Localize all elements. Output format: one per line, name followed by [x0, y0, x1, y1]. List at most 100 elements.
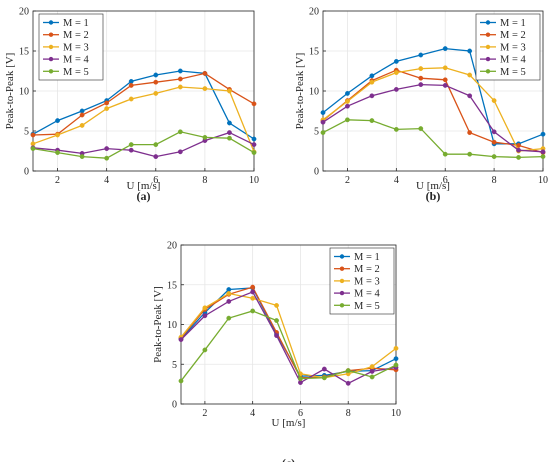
series-line-m5	[32, 131, 255, 159]
series-line-m4	[322, 83, 544, 153]
data-point	[128, 142, 134, 148]
legend-label: M = 4	[63, 55, 90, 66]
x-tick-label: 4	[250, 408, 255, 419]
legend-label: M = 4	[354, 289, 381, 300]
data-point	[320, 110, 326, 116]
data-point	[491, 154, 497, 160]
data-point	[369, 118, 375, 124]
legend-label: M = 3	[500, 42, 526, 53]
y-axis-label: Peak-to-Peak [V]	[4, 53, 16, 130]
data-point	[153, 91, 159, 96]
data-point	[55, 132, 60, 138]
y-tick-label: 20	[309, 7, 319, 18]
data-point	[393, 70, 399, 76]
series-line-m5	[322, 119, 544, 159]
data-point	[79, 112, 85, 118]
data-point	[516, 147, 521, 153]
data-point	[274, 303, 279, 308]
legend-swatch-marker	[48, 56, 54, 62]
data-point	[418, 52, 424, 58]
data-point	[321, 366, 327, 372]
legend-swatch-marker	[339, 303, 345, 308]
x-tick-label: 6	[153, 175, 158, 186]
data-point	[393, 356, 399, 362]
data-point	[226, 315, 232, 321]
data-point	[467, 48, 473, 54]
data-point	[442, 83, 448, 88]
data-point	[418, 82, 424, 88]
data-point	[177, 76, 183, 82]
data-point	[251, 101, 257, 107]
x-tick-label: 8	[492, 175, 497, 186]
legend-label: M = 3	[63, 42, 89, 53]
legend-label: M = 2	[500, 30, 526, 41]
y-tick-label: 10	[167, 320, 177, 331]
panel-label: (a)	[137, 189, 151, 203]
data-point	[104, 146, 110, 152]
x-tick-label: 8	[202, 175, 207, 186]
data-point	[369, 369, 375, 374]
data-point	[128, 79, 134, 84]
data-point	[177, 84, 183, 90]
x-tick-label: 4	[104, 175, 109, 186]
legend-label: M = 1	[354, 252, 380, 263]
chart-panel-3: 2 4 6 8 10 0 5 10 15 20 U [m/s] Peak-to-Peak [V] (c)…	[152, 241, 401, 462]
x-axis-label: U [m/s]	[272, 417, 306, 429]
data-point	[369, 364, 375, 370]
data-point	[79, 123, 85, 128]
x-tick-label: 6	[298, 408, 303, 419]
x-tick-label: 2	[55, 175, 60, 186]
data-point	[467, 93, 473, 99]
data-point	[442, 46, 448, 51]
legend-label: M = 2	[63, 30, 89, 41]
data-point	[79, 108, 85, 114]
data-point	[418, 126, 424, 132]
data-point	[227, 120, 232, 126]
data-point	[298, 376, 303, 381]
data-point	[369, 79, 375, 85]
data-point	[418, 66, 424, 72]
data-point	[177, 129, 183, 135]
y-tick-label: 10	[309, 87, 319, 98]
data-point	[467, 151, 473, 157]
data-point	[251, 150, 257, 156]
legend-label: M = 5	[354, 301, 380, 312]
y-tick-label: 0	[314, 167, 319, 178]
legend-swatch-marker	[48, 44, 54, 50]
data-point	[250, 284, 256, 290]
data-point	[104, 106, 110, 112]
data-point	[540, 149, 546, 155]
data-point	[369, 73, 375, 79]
data-point	[202, 305, 208, 311]
legend-swatch-marker	[339, 266, 345, 271]
data-point	[153, 79, 159, 85]
data-point	[30, 146, 36, 152]
data-point	[345, 99, 350, 104]
data-point	[177, 149, 183, 155]
data-point	[104, 155, 110, 161]
x-axis-label: U [m/s]	[416, 180, 450, 192]
data-point	[128, 147, 134, 153]
panel-label: (b)	[426, 189, 441, 203]
legend-swatch-marker	[48, 20, 54, 25]
data-point	[227, 135, 232, 141]
data-point	[202, 86, 208, 92]
data-point	[128, 83, 134, 88]
data-point	[491, 129, 497, 135]
data-point	[153, 154, 159, 160]
data-point	[393, 362, 399, 368]
y-tick-label: 15	[167, 280, 177, 291]
legend-swatch-marker	[48, 69, 54, 74]
data-point	[393, 59, 399, 64]
data-point	[320, 130, 326, 136]
y-tick-label: 15	[309, 47, 319, 58]
series-line-m4	[32, 131, 255, 158]
y-tick-label: 5	[172, 360, 177, 371]
y-axis-label: Peak-to-Peak [V]	[152, 286, 164, 363]
y-tick-label: 0	[24, 167, 29, 178]
y-tick-label: 15	[19, 47, 29, 58]
x-tick-label: 2	[345, 175, 350, 186]
legend-label: M = 4	[500, 55, 527, 66]
data-point	[178, 378, 184, 384]
